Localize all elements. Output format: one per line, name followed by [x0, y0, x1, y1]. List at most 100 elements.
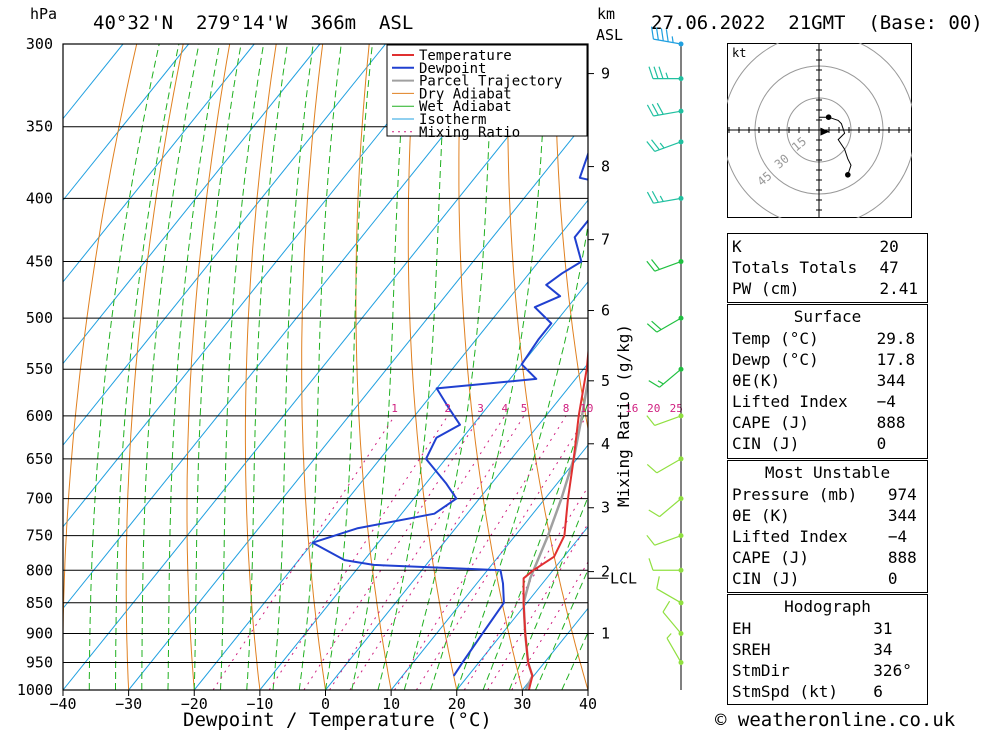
surface-label: Temp (°C)	[732, 329, 819, 348]
hodo-row: StmDir 326°	[728, 660, 927, 681]
index-row: K 20	[728, 236, 927, 257]
wet-adiabat-line	[141, 44, 200, 690]
wind-barb-flag	[648, 66, 654, 79]
datetime-label: 27.06.2022 21GMT (Base: 00)	[651, 12, 983, 34]
km-tick-label: 5	[601, 372, 610, 390]
index-row: PW (cm) 2.41	[728, 278, 927, 299]
wet-adiabat-line	[482, 400, 588, 690]
wind-barb-staff	[666, 637, 682, 663]
hodo-value: 6	[873, 682, 883, 701]
isotherm-line	[63, 44, 518, 610]
mu-row: Lifted Index −4	[728, 526, 927, 547]
mixing-ratio-label: 1	[391, 402, 398, 415]
mixing-ratio-label: 20	[647, 402, 660, 415]
index-label: Totals Totals	[732, 258, 858, 277]
hodograph-unit-label: kt	[732, 46, 746, 60]
hodograph-trace	[819, 116, 852, 175]
temperature-series	[522, 345, 588, 690]
storm-motion-marker	[820, 127, 830, 136]
wind-barb-flag	[655, 27, 659, 41]
km-tick-label: 6	[601, 302, 610, 320]
wind-barb-staff	[654, 141, 682, 152]
mixing-ratio-label: 4	[501, 402, 508, 415]
wind-barb-flag	[646, 104, 654, 117]
mixing-ratio-line	[415, 415, 588, 690]
legend-label: Temperature	[419, 48, 512, 64]
wet-adiabat-line	[430, 44, 548, 690]
hodograph-indices-box: Hodograph EH 31 SREH 34 StmDir 326° StmSpd …	[727, 594, 928, 705]
surface-row: Lifted Index −4	[728, 391, 927, 412]
pressure-tick-label: 700	[26, 490, 53, 508]
x-tick-label: −20	[181, 695, 208, 713]
wind-barb-flag	[646, 191, 654, 204]
surface-row: CIN (J) 0	[728, 433, 927, 454]
wind-barb-flag	[651, 259, 660, 270]
pressure-tick-label: 750	[26, 527, 53, 545]
pressure-unit-label: hPa	[30, 5, 58, 23]
pressure-tick-label: 350	[26, 118, 53, 136]
wind-barb-staff	[656, 458, 682, 474]
hodo-value: 31	[873, 619, 893, 638]
km-tick-label: 2	[601, 563, 610, 581]
km-tick-label: 4	[601, 435, 610, 453]
wind-barb-flag	[656, 576, 660, 589]
index-value: 47	[879, 258, 899, 277]
wet-adiabat-line	[246, 44, 288, 690]
legend-label: Dry Adiabat	[419, 86, 512, 102]
wind-barb-half	[657, 380, 664, 385]
wind-barb-flag	[656, 102, 664, 115]
isotherm-line	[63, 44, 386, 446]
isotherm-line	[63, 44, 583, 690]
surface-table: Temp (°C) 29.8 Dewp (°C) 17.8 θE(K) 344 Lif…	[728, 328, 927, 454]
dry-adiabat-line	[927, 44, 1000, 690]
wind-barb-staff	[653, 38, 682, 45]
hodo-label: StmSpd (kt)	[732, 682, 838, 701]
hodo-row: SREH 34	[728, 639, 927, 660]
km-tick-label: 7	[601, 231, 610, 249]
surface-value: 888	[876, 413, 906, 432]
wind-barb-flag	[665, 29, 669, 42]
wind-barb-flag	[648, 509, 660, 518]
x-tick-label: 0	[321, 695, 330, 713]
wind-barb-flag	[651, 190, 659, 203]
wind-barb-flag	[662, 600, 671, 613]
mu-value: 344	[887, 506, 917, 525]
wind-barb-flag	[646, 534, 656, 546]
x-tick-label: 20	[448, 695, 466, 713]
hodo-row: StmSpd (kt) 6	[728, 681, 927, 702]
wind-barb-staff	[662, 611, 682, 634]
location-title: 40°32'N 279°14'W 366m ASL	[93, 12, 414, 34]
km-tick-label: 8	[601, 158, 610, 176]
surface-label: Dewp (°C)	[732, 350, 819, 369]
surface-value: 29.8	[876, 329, 916, 348]
surface-row: Dewp (°C) 17.8	[728, 349, 927, 370]
wind-barb-flag	[648, 558, 654, 571]
index-row: Totals Totals 47	[728, 257, 927, 278]
mu-value: −4	[887, 527, 908, 546]
mixing-ratio-label: 2	[444, 402, 451, 415]
mixing-ratio-label: 5	[521, 402, 528, 415]
wet-adiabat-line	[325, 44, 373, 690]
wind-barb-flag	[646, 323, 658, 333]
isotherm-line	[456, 525, 588, 690]
legend-label: Isotherm	[419, 112, 486, 128]
x-tick-label: −40	[49, 695, 76, 713]
surface-row: θE(K) 344	[728, 370, 927, 391]
wind-barb-flag	[646, 415, 656, 426]
km-unit-label: km	[597, 5, 616, 23]
mixing-ratio-label: 16	[625, 402, 638, 415]
pressure-tick-label: 900	[26, 624, 53, 642]
isotherm-line	[63, 44, 255, 283]
wind-barb-staff	[654, 415, 682, 427]
isotherm-line	[325, 362, 588, 690]
most-unstable-title: Most Unstable	[764, 463, 891, 482]
isotherm-line	[63, 44, 124, 120]
index-label: PW (cm)	[732, 279, 800, 298]
dewpoint-series	[311, 151, 588, 677]
dry-adiabat-line	[301, 44, 326, 690]
wet-adiabat-line	[193, 44, 242, 690]
x-axis-title: Dewpoint / Temperature (°C)	[183, 709, 492, 731]
x-tick-label: 10	[382, 695, 400, 713]
surface-value: −4	[876, 392, 896, 411]
